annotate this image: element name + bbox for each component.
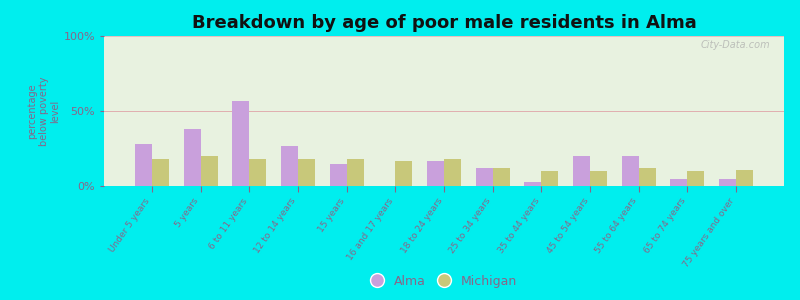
Bar: [427, 160, 444, 186]
Bar: [201, 156, 218, 186]
Bar: [638, 168, 656, 186]
Bar: [346, 159, 364, 186]
Bar: [232, 100, 250, 186]
Bar: [444, 159, 461, 186]
Text: City-Data.com: City-Data.com: [701, 40, 770, 50]
Bar: [476, 168, 493, 186]
Bar: [250, 159, 266, 186]
Title: Breakdown by age of poor male residents in Alma: Breakdown by age of poor male residents …: [192, 14, 696, 32]
Bar: [687, 171, 705, 186]
Bar: [183, 129, 201, 186]
Bar: [135, 144, 152, 186]
Bar: [330, 164, 346, 186]
Legend: Alma, Michigan: Alma, Michigan: [371, 275, 517, 288]
Bar: [719, 178, 736, 186]
Bar: [524, 182, 542, 186]
Bar: [298, 159, 315, 186]
Bar: [542, 171, 558, 186]
Bar: [622, 156, 638, 186]
Bar: [670, 178, 687, 186]
Bar: [736, 169, 753, 186]
Bar: [395, 160, 412, 186]
Bar: [152, 159, 169, 186]
Bar: [590, 171, 607, 186]
Bar: [493, 168, 510, 186]
Bar: [281, 146, 298, 186]
Bar: [573, 156, 590, 186]
Y-axis label: percentage
below poverty
level: percentage below poverty level: [27, 76, 61, 146]
